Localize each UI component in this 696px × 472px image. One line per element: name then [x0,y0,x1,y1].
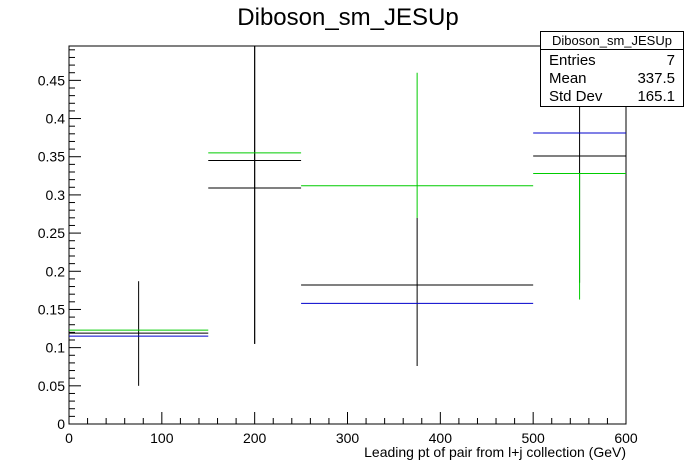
stats-box: Diboson_sm_JESUp Entries 7 Mean 337.5 St… [540,31,684,107]
y-tick-label: 0.4 [46,111,66,127]
stats-label: Entries [549,52,596,69]
stats-row-entries: Entries 7 [549,51,675,70]
y-tick-label: 0.05 [38,378,65,394]
x-tick-label: 0 [65,430,73,446]
stats-value: 337.5 [637,70,675,87]
y-tick-label: 0 [57,416,65,432]
y-tick-label: 0.2 [46,263,66,279]
y-tick-label: 0.3 [46,187,66,203]
y-tick-label: 0.45 [38,72,65,88]
stats-value: 7 [666,52,675,69]
x-tick-label: 500 [521,430,545,446]
y-tick-label: 0.15 [38,301,65,317]
y-tick-label: 0.35 [38,149,65,165]
stats-label: Mean [549,70,587,87]
stats-box-title: Diboson_sm_JESUp [541,32,683,50]
x-tick-label: 300 [336,430,360,446]
stats-value: 165.1 [637,88,675,105]
x-tick-label: 200 [243,430,267,446]
x-tick-label: 600 [614,430,638,446]
stats-row-stddev: Std Dev 165.1 [549,87,675,106]
x-tick-label: 400 [429,430,453,446]
x-tick-label: 100 [150,430,174,446]
stats-label: Std Dev [549,88,603,105]
y-tick-label: 0.25 [38,225,65,241]
x-axis-label: Leading pt of pair from l+j collection (… [364,444,626,460]
y-tick-label: 0.1 [46,340,66,356]
chart-title: Diboson_sm_JESUp [237,4,459,31]
stats-row-mean: Mean 337.5 [549,69,675,88]
